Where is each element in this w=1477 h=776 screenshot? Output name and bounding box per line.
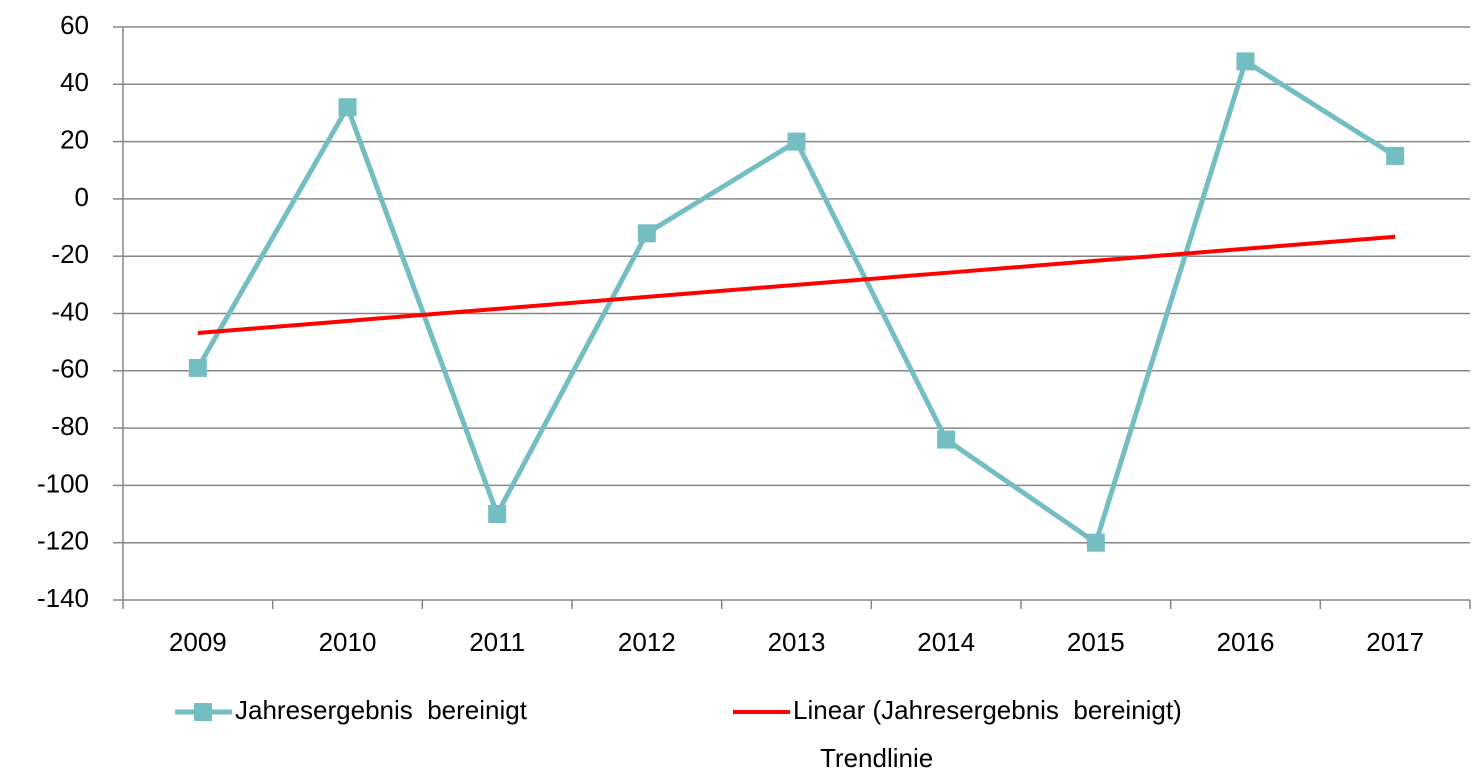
x-tick-label: 2014 — [917, 627, 975, 657]
y-tick-label: -40 — [51, 296, 89, 326]
legend-marker — [194, 703, 212, 721]
annotation: Trendlinie — [820, 743, 933, 773]
x-tick-label: 2009 — [169, 627, 227, 657]
y-tick-label: 40 — [60, 67, 89, 97]
data-point — [787, 132, 806, 151]
series-line — [197, 234, 1396, 335]
x-tick-label: 2011 — [469, 627, 525, 657]
legend-label: Linear (Jahresergebnis bereinigt) — [793, 695, 1182, 725]
x-tick-label: 2012 — [618, 627, 676, 657]
x-tick-label: 2010 — [319, 627, 377, 657]
y-tick-label: -80 — [51, 411, 89, 441]
data-point — [937, 430, 956, 449]
data-point — [1086, 533, 1105, 552]
x-tick-label: 2017 — [1366, 627, 1424, 657]
data-point — [338, 98, 357, 117]
data-point — [637, 224, 656, 243]
data-point — [1236, 52, 1255, 71]
legend-label: Jahresergebnis bereinigt — [235, 695, 528, 725]
y-tick-label: 20 — [60, 124, 89, 154]
y-tick-label: -60 — [51, 354, 89, 384]
x-tick-label: 2016 — [1217, 627, 1275, 657]
y-tick-label: -100 — [37, 468, 89, 498]
y-tick-label: 0 — [75, 182, 89, 212]
data-point — [488, 505, 507, 524]
y-tick-label: -140 — [37, 583, 89, 613]
x-tick-label: 2015 — [1067, 627, 1125, 657]
y-tick-label: -20 — [51, 239, 89, 269]
y-tick-label: 60 — [60, 10, 89, 40]
data-point — [188, 358, 207, 377]
x-tick-label: 2013 — [768, 627, 826, 657]
y-tick-label: -120 — [37, 526, 89, 556]
data-point — [1386, 146, 1405, 165]
